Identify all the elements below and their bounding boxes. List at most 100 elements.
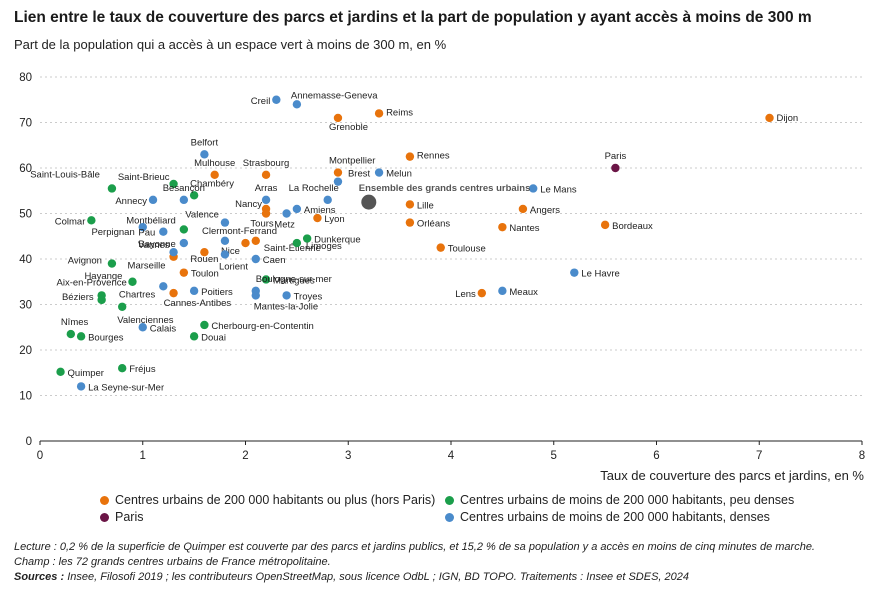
legend-item-small-sparse: Centres urbains de moins de 200 000 habi…	[445, 493, 845, 507]
data-point-small_sparse	[76, 332, 86, 341]
data-point-small_dense	[529, 184, 538, 193]
data-point-small_sparse	[118, 302, 127, 311]
data-point-small_sparse	[107, 259, 117, 268]
data-point-large	[600, 220, 610, 230]
data-point-large	[333, 168, 343, 177]
point-label: Vannes	[138, 240, 170, 251]
legend-marker	[100, 512, 109, 522]
data-point-small_dense	[282, 209, 291, 218]
point-label: Limoges	[306, 241, 342, 252]
sources-label: Sources :	[14, 571, 65, 583]
data-point-small_sparse	[97, 295, 106, 305]
legend-marker	[100, 495, 109, 505]
point-label: La Rochelle	[289, 183, 339, 194]
data-point-small_dense	[251, 254, 260, 264]
data-point-small_dense	[148, 195, 158, 205]
scatter-plot: 0 10 20 30 40 50 60 70 80 0 1 2 3 4 5 6 7 8 Taux de couver…	[19, 72, 865, 483]
data-point-small_dense	[220, 250, 230, 259]
data-point-small_dense	[261, 195, 271, 205]
data-point-small_dense	[159, 282, 168, 291]
legend-label: Centres urbains de moins de 200 000 habi…	[460, 510, 770, 524]
highlight-point	[361, 194, 377, 210]
data-point-large	[765, 113, 774, 123]
x-tick-label: 6	[653, 450, 659, 462]
legend-label: Centres urbains de 200 000 habitants ou …	[115, 493, 436, 507]
y-tick-label: 0	[26, 436, 32, 448]
point-label: Dijon	[777, 113, 799, 124]
data-point-small_dense	[498, 286, 507, 296]
point-label: Avignon	[68, 256, 102, 267]
data-point-large	[261, 209, 271, 218]
point-label: Paris	[605, 151, 627, 162]
point-label: Quimper	[68, 368, 104, 379]
point-label: Tours	[250, 219, 273, 230]
data-point-small_sparse	[66, 329, 76, 339]
point-label: Calais	[150, 323, 177, 334]
point-label: Valenciennes	[117, 315, 174, 326]
point-label: Cannes-Antibes	[164, 298, 232, 309]
champ-note: Champ : les 72 grands centres urbains de…	[14, 556, 331, 568]
data-point-large	[200, 247, 209, 257]
point-label: Lorient	[219, 261, 248, 272]
point-label: Creil	[251, 96, 271, 107]
y-tick-label: 30	[19, 300, 32, 312]
point-label: Reims	[386, 107, 413, 118]
point-label: Chartres	[119, 289, 156, 300]
x-tick-label: 4	[448, 450, 455, 462]
point-label: Metz	[274, 220, 295, 231]
point-label: Montbéliard	[126, 215, 176, 226]
data-point-small_dense	[251, 291, 260, 300]
y-tick-label: 40	[19, 254, 32, 266]
data-point-small_dense	[220, 218, 230, 227]
point-label: Le Havre	[581, 269, 620, 280]
data-point-small_dense	[282, 291, 291, 300]
data-point-small_sparse	[292, 238, 302, 248]
point-label: Valence	[185, 210, 219, 221]
data-point-large	[333, 113, 343, 123]
point-label: Grenoble	[329, 122, 368, 133]
legend-marker	[445, 495, 454, 505]
data-point-small_dense	[200, 150, 209, 159]
x-tick-label: 3	[345, 450, 351, 462]
y-tick-label: 80	[19, 72, 32, 84]
data-point-small_dense	[272, 95, 281, 104]
data-point-large	[477, 288, 487, 298]
data-point-small_dense	[323, 195, 332, 205]
y-tick-label: 60	[19, 163, 32, 175]
legend-label: Paris	[115, 510, 144, 524]
data-point-small_sparse	[107, 184, 117, 193]
data-point-small_sparse	[128, 277, 137, 286]
point-label: Amiens	[304, 205, 336, 216]
data-point-small_dense	[138, 323, 147, 332]
point-label: Caen	[263, 255, 286, 266]
point-label: Hayange	[84, 271, 122, 282]
data-point-small_sparse	[189, 332, 199, 341]
data-point-large	[498, 222, 507, 232]
x-tick-label: 8	[859, 450, 865, 462]
point-label: Montpellier	[329, 156, 375, 167]
y-tick-label: 50	[19, 209, 32, 221]
point-label: Toulon	[191, 269, 219, 280]
point-label: Orléans	[417, 219, 451, 230]
point-label: Arras	[255, 183, 278, 194]
point-label: Lille	[417, 200, 434, 211]
point-label: Brest	[348, 169, 371, 180]
data-point-small_dense	[179, 195, 189, 205]
legend-item-small-dense: Centres urbains de moins de 200 000 habi…	[445, 510, 845, 524]
x-tick-label: 5	[551, 450, 557, 462]
point-label: Rennes	[417, 151, 450, 162]
data-point-large	[241, 238, 250, 248]
point-label: Nantes	[509, 223, 539, 234]
point-label: Bourges	[88, 332, 124, 343]
point-label: Pau	[138, 228, 155, 239]
point-label: Melun	[386, 169, 412, 180]
data-point-small_dense	[169, 247, 178, 257]
point-label: Perpignan	[91, 227, 134, 238]
point-label: Mantes-la-Jolie	[254, 301, 318, 312]
point-label: Martigues	[273, 275, 315, 286]
footnotes: Lecture : 0,2 % de la superficie de Quim…	[14, 540, 815, 585]
point-label: Poitiers	[201, 287, 233, 298]
data-point-large	[179, 268, 189, 277]
data-point-small_sparse	[302, 234, 312, 243]
data-point-large	[210, 170, 219, 180]
